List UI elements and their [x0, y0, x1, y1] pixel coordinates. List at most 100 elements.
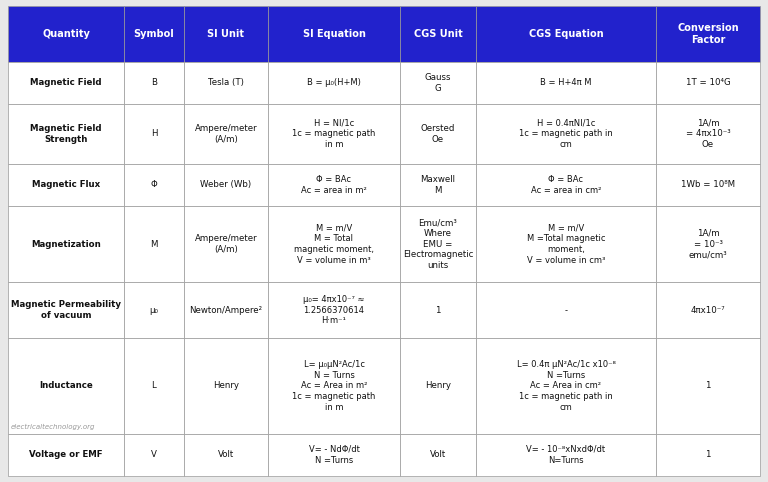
Text: Maxwell
M: Maxwell M [421, 175, 455, 195]
Text: Ampere/meter
(A/m): Ampere/meter (A/m) [194, 124, 257, 144]
Bar [8, 6, 124, 62]
Bar [124, 434, 184, 476]
Text: Voltage or EMF: Voltage or EMF [29, 450, 103, 459]
Text: M = m/V
M =Total magnetic
moment,
V = volume in cm³: M = m/V M =Total magnetic moment, V = vo… [527, 224, 605, 265]
Text: CGS Unit: CGS Unit [414, 29, 462, 39]
Text: Oersted
Oe: Oersted Oe [421, 124, 455, 144]
Bar [476, 338, 656, 434]
Bar [656, 62, 760, 104]
Text: V= - NdΦ/dt
N =Turns: V= - NdΦ/dt N =Turns [309, 445, 359, 465]
Text: 1T = 10⁴G: 1T = 10⁴G [686, 79, 730, 87]
Text: Magnetic Field: Magnetic Field [30, 79, 101, 87]
Bar [400, 434, 476, 476]
Text: Magnetic Field
Strength: Magnetic Field Strength [30, 124, 101, 144]
Bar [124, 163, 184, 206]
Bar [8, 338, 124, 434]
Text: B = H+4π M: B = H+4π M [540, 79, 592, 87]
Text: H: H [151, 129, 157, 138]
Bar [268, 338, 400, 434]
Bar [400, 62, 476, 104]
Text: M: M [151, 240, 157, 249]
Bar [8, 163, 124, 206]
Bar [476, 282, 656, 338]
Text: Weber (Wb): Weber (Wb) [200, 180, 252, 189]
Text: 1A/m
= 10⁻³
emu/cm³: 1A/m = 10⁻³ emu/cm³ [689, 229, 727, 259]
Bar [268, 206, 400, 282]
Text: 1: 1 [435, 306, 441, 315]
Text: electricaltechnology.org: electricaltechnology.org [11, 424, 95, 429]
Text: M = m/V
M = Total
magnetic moment,
V = volume in m³: M = m/V M = Total magnetic moment, V = v… [294, 224, 374, 265]
Text: Henry: Henry [425, 381, 451, 390]
Bar [184, 104, 268, 163]
Bar [268, 62, 400, 104]
Bar [124, 282, 184, 338]
Bar [184, 163, 268, 206]
Text: 1A/m
= 4πx10⁻³
Oe: 1A/m = 4πx10⁻³ Oe [686, 119, 730, 149]
Bar [476, 62, 656, 104]
Bar [656, 206, 760, 282]
Bar [184, 338, 268, 434]
Bar [656, 434, 760, 476]
Text: H = 0.4πNI/1c
1c = magnetic path in
cm: H = 0.4πNI/1c 1c = magnetic path in cm [519, 119, 613, 149]
Bar [8, 282, 124, 338]
Bar [400, 206, 476, 282]
Text: Tesla (T): Tesla (T) [208, 79, 244, 87]
Bar [656, 163, 760, 206]
Bar [268, 6, 400, 62]
Text: Newton/Ampere²: Newton/Ampere² [190, 306, 263, 315]
Bar [184, 434, 268, 476]
Text: 1Wb = 10⁸M: 1Wb = 10⁸M [681, 180, 735, 189]
Text: Magnetic Flux: Magnetic Flux [32, 180, 100, 189]
Bar [8, 104, 124, 163]
Text: Quantity: Quantity [42, 29, 90, 39]
Text: H = NI/1c
1c = magnetic path
in m: H = NI/1c 1c = magnetic path in m [293, 119, 376, 149]
Text: Henry: Henry [213, 381, 239, 390]
Bar [124, 6, 184, 62]
Text: Ampere/meter
(A/m): Ampere/meter (A/m) [194, 234, 257, 254]
Bar [124, 62, 184, 104]
Text: -: - [564, 306, 568, 315]
Text: CGS Equation: CGS Equation [528, 29, 604, 39]
Text: Gauss
G: Gauss G [425, 73, 452, 93]
Text: Φ: Φ [151, 180, 157, 189]
Bar [184, 6, 268, 62]
Text: ↯: ↯ [131, 158, 249, 286]
Bar [400, 338, 476, 434]
Text: μ₀= 4πx10⁻⁷ ≈
1.2566370614
H·m⁻¹: μ₀= 4πx10⁻⁷ ≈ 1.2566370614 H·m⁻¹ [303, 295, 365, 325]
Bar [268, 434, 400, 476]
Text: B: B [151, 79, 157, 87]
Bar [400, 163, 476, 206]
Text: 1: 1 [705, 381, 710, 390]
Bar [124, 206, 184, 282]
Bar [268, 282, 400, 338]
Bar [400, 104, 476, 163]
Text: Inductance: Inductance [39, 381, 93, 390]
Text: Φ = BAc
Ac = area in m²: Φ = BAc Ac = area in m² [301, 175, 367, 195]
Text: Magnetization: Magnetization [31, 240, 101, 249]
Text: Magnetic Permeability
of vacuum: Magnetic Permeability of vacuum [11, 300, 121, 320]
Bar [656, 104, 760, 163]
Text: ↯: ↯ [391, 268, 509, 396]
Bar [124, 338, 184, 434]
Bar [268, 104, 400, 163]
Text: B = μ₀(H+M): B = μ₀(H+M) [307, 79, 361, 87]
Bar [656, 6, 760, 62]
Text: SI Unit: SI Unit [207, 29, 244, 39]
Bar [476, 6, 656, 62]
Bar [8, 434, 124, 476]
Bar [476, 434, 656, 476]
Text: SI Equation: SI Equation [303, 29, 366, 39]
Text: V= - 10⁻⁸xNxdΦ/dt
N=Turns: V= - 10⁻⁸xNxdΦ/dt N=Turns [526, 445, 605, 465]
Bar [184, 62, 268, 104]
Bar [8, 62, 124, 104]
Text: L= μ₀μN²Ac/1c
N = Turns
Ac = Area in m²
1c = magnetic path
in m: L= μ₀μN²Ac/1c N = Turns Ac = Area in m² … [293, 360, 376, 412]
Text: Φ = BAc
Ac = area in cm²: Φ = BAc Ac = area in cm² [531, 175, 601, 195]
Bar [476, 206, 656, 282]
Text: L= 0.4π μN²Ac/1c x10⁻⁸
N =Turns
Ac = Area in cm²
1c = magnetic path in
cm: L= 0.4π μN²Ac/1c x10⁻⁸ N =Turns Ac = Are… [517, 360, 615, 412]
Text: Symbol: Symbol [134, 29, 174, 39]
Text: Volt: Volt [430, 450, 446, 459]
Text: Emu/cm³
Where
EMU =
Electromagnetic
units: Emu/cm³ Where EMU = Electromagnetic unit… [402, 218, 473, 270]
Bar [8, 206, 124, 282]
Text: Conversion
Factor: Conversion Factor [677, 23, 739, 45]
Text: μ₀: μ₀ [150, 306, 158, 315]
